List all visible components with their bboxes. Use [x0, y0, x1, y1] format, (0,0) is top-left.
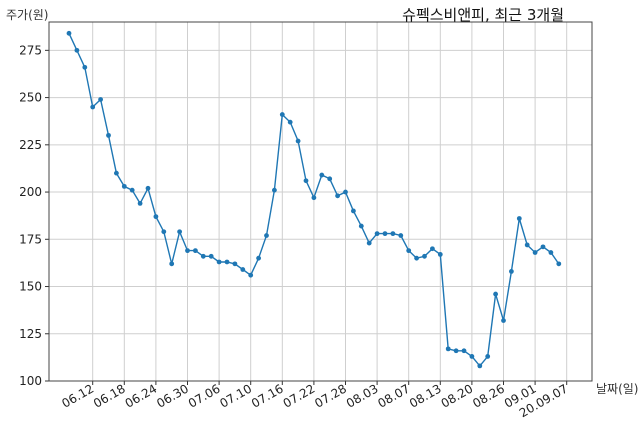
data-point	[469, 354, 475, 359]
data-point	[335, 193, 340, 199]
data-point	[193, 248, 198, 254]
data-point	[501, 318, 506, 323]
price-points	[66, 30, 562, 369]
data-point	[129, 187, 135, 193]
data-point	[453, 348, 459, 354]
data-point	[319, 172, 325, 178]
data-point	[524, 242, 530, 248]
data-point	[74, 47, 80, 53]
data-point	[390, 231, 396, 237]
data-point	[106, 132, 111, 138]
x-tick-label: 06.18	[91, 381, 128, 410]
y-tick-label: 200	[19, 185, 42, 199]
x-tick-label: 06.12	[59, 381, 96, 410]
x-tick-label: 06.30	[154, 381, 191, 410]
chart-title: 슈펙스비앤피, 최근 3개월	[402, 6, 564, 24]
data-point	[430, 246, 435, 252]
data-point	[145, 185, 151, 191]
data-point	[272, 187, 277, 193]
data-point	[445, 346, 451, 352]
data-point	[295, 138, 301, 144]
data-point	[98, 97, 103, 102]
data-point	[66, 30, 72, 36]
data-point	[311, 195, 317, 201]
x-tick-label: 08.13	[407, 381, 444, 410]
data-point	[422, 253, 427, 259]
data-point	[461, 348, 467, 354]
y-tick-label: 150	[19, 280, 42, 294]
data-point	[303, 178, 309, 184]
data-point	[169, 261, 175, 267]
data-point	[137, 200, 143, 206]
data-point	[414, 255, 419, 261]
x-tick-label: 07.10	[217, 381, 254, 410]
data-point	[264, 233, 269, 238]
x-tick-label: 07.06	[186, 381, 223, 410]
data-point	[248, 272, 254, 278]
x-tick-label: 08.07	[375, 381, 412, 410]
data-point	[437, 252, 443, 257]
data-point	[216, 259, 222, 265]
data-point	[548, 250, 554, 255]
x-axis-label: 날짜(일)	[596, 382, 639, 396]
y-tick-label: 100	[19, 374, 42, 388]
y-tick-label: 250	[19, 91, 42, 105]
y-tick-label: 275	[19, 43, 42, 57]
x-tick-label: 08.20	[439, 381, 476, 410]
data-point	[358, 223, 364, 229]
grid	[49, 22, 592, 382]
data-point	[366, 240, 372, 246]
x-tick-label: 07.28	[312, 381, 349, 410]
data-point	[161, 229, 167, 235]
data-point	[287, 119, 293, 125]
data-point	[382, 231, 388, 237]
data-point	[114, 170, 119, 176]
y-tick-label: 175	[19, 232, 42, 246]
data-point	[398, 233, 404, 238]
data-point	[509, 269, 514, 274]
data-point	[477, 363, 483, 369]
data-point	[90, 104, 96, 110]
data-point	[351, 208, 356, 214]
data-point	[200, 253, 206, 259]
data-point	[256, 255, 261, 261]
data-point	[556, 261, 562, 267]
data-point	[406, 248, 412, 254]
data-point	[208, 253, 214, 259]
y-tick-label: 225	[19, 138, 42, 152]
axes: 10012515017520022525027506.1206.1806.240…	[19, 21, 593, 420]
data-point	[82, 64, 88, 70]
data-point	[240, 267, 246, 272]
data-point	[485, 354, 491, 359]
data-point	[177, 229, 183, 235]
x-tick-label: 08.26	[470, 381, 507, 410]
data-point	[185, 248, 190, 254]
data-point	[343, 189, 348, 195]
data-point	[493, 291, 498, 297]
data-point	[516, 216, 522, 221]
data-point	[224, 259, 230, 265]
data-point	[540, 244, 546, 250]
data-point	[532, 250, 538, 255]
data-point	[121, 183, 127, 189]
plot-frame	[48, 21, 593, 382]
x-tick-label: 07.16	[249, 381, 286, 410]
x-tick-label: 06.24	[123, 381, 160, 410]
data-point	[327, 176, 333, 182]
data-point	[279, 112, 285, 117]
x-tick-label: 08.03	[344, 381, 381, 410]
y-axis-label: 주가(원)	[6, 8, 49, 22]
x-tick-label: 07.22	[281, 381, 318, 410]
data-point	[153, 214, 159, 220]
y-tick-label: 125	[19, 327, 42, 341]
data-point	[374, 231, 380, 237]
data-point	[232, 261, 238, 267]
